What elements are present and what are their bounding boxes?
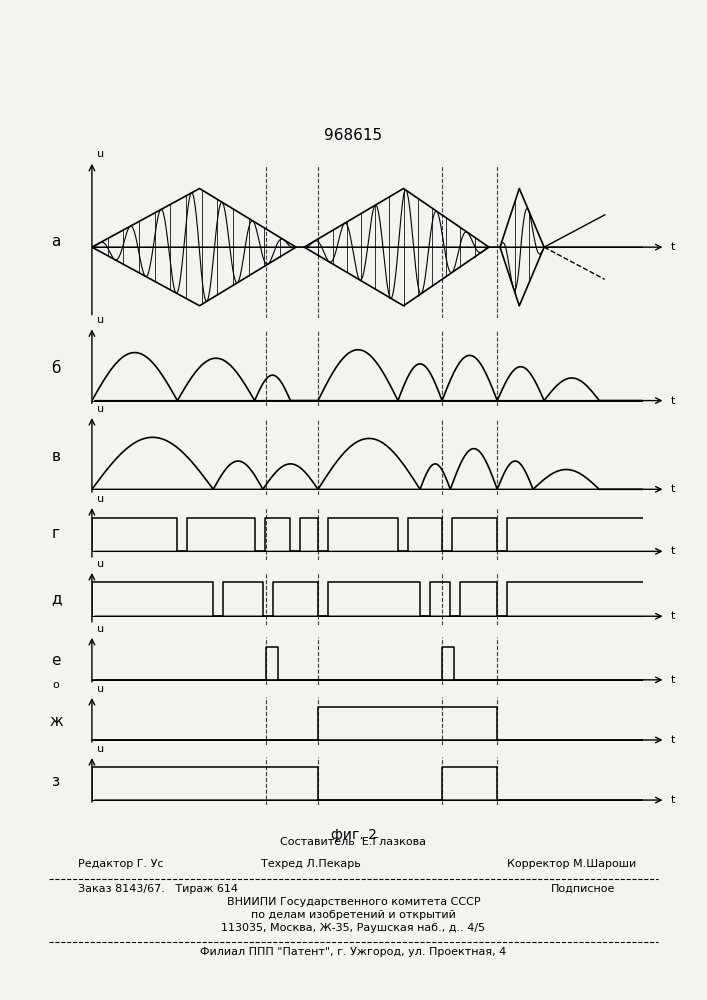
Text: Корректор М.Шароши: Корректор М.Шароши xyxy=(507,859,636,869)
Text: Редактор Г. Ус: Редактор Г. Ус xyxy=(78,859,163,869)
Text: Филиал ППП "Патент", г. Ужгород, ул. Проектная, 4: Филиал ППП "Патент", г. Ужгород, ул. Про… xyxy=(200,947,507,957)
Text: t: t xyxy=(671,546,675,556)
Text: в: в xyxy=(52,449,61,464)
Text: 113035, Москва, Ж-35, Раушская наб., д.. 4/5: 113035, Москва, Ж-35, Раушская наб., д..… xyxy=(221,923,486,933)
Text: u: u xyxy=(98,315,105,325)
Text: Составитель  Е.Глазкова: Составитель Е.Глазкова xyxy=(281,837,426,847)
Text: u: u xyxy=(98,404,105,414)
Text: u: u xyxy=(98,494,105,504)
Text: t: t xyxy=(671,675,675,685)
Text: t: t xyxy=(671,396,675,406)
Text: е: е xyxy=(52,653,61,668)
Text: по делам изобретений и открытий: по делам изобретений и открытий xyxy=(251,910,456,920)
Text: г: г xyxy=(52,526,60,541)
Text: u: u xyxy=(98,559,105,569)
Text: а: а xyxy=(52,234,61,249)
Text: t: t xyxy=(671,795,675,805)
Text: t: t xyxy=(671,242,675,252)
Text: б: б xyxy=(52,361,61,376)
Text: t: t xyxy=(671,484,675,494)
Text: t: t xyxy=(671,735,675,745)
Text: ВНИИПИ Государственного комитета СССР: ВНИИПИ Государственного комитета СССР xyxy=(227,897,480,907)
Text: Техред Л.Пекарь: Техред Л.Пекарь xyxy=(261,859,361,869)
Text: з: з xyxy=(52,774,60,789)
Text: Подписное: Подписное xyxy=(551,884,615,894)
Text: o: o xyxy=(53,680,59,690)
Text: ж: ж xyxy=(49,714,63,729)
Text: t: t xyxy=(671,611,675,621)
Text: 968615: 968615 xyxy=(325,128,382,143)
Text: u: u xyxy=(98,684,105,694)
Text: Заказ 8143/67.   Тираж 614: Заказ 8143/67. Тираж 614 xyxy=(78,884,238,894)
Text: u: u xyxy=(98,624,105,634)
Text: u: u xyxy=(98,744,105,754)
Text: д: д xyxy=(51,591,62,606)
Text: u: u xyxy=(98,149,105,159)
Text: фиг. 2: фиг. 2 xyxy=(331,828,376,842)
